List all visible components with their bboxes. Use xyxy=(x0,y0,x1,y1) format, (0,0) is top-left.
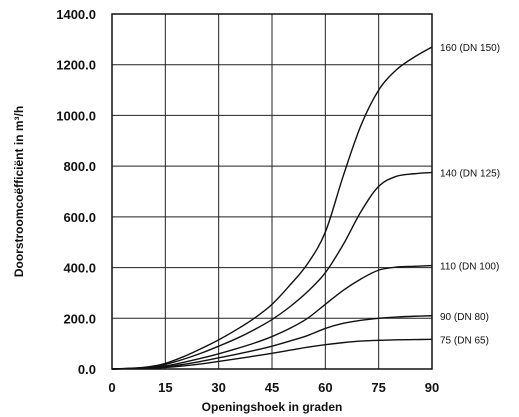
grid xyxy=(111,13,433,370)
series-label: 160 (DN 150) xyxy=(440,43,500,54)
series-line xyxy=(111,46,433,370)
x-axis-title: Openingshoek in graden xyxy=(202,400,343,414)
y-tick-label: 1200.0 xyxy=(56,58,96,73)
y-tick-label: 400.0 xyxy=(63,261,96,276)
y-tick-label: 200.0 xyxy=(63,311,96,326)
series-line xyxy=(111,338,433,370)
series-line xyxy=(111,264,433,370)
series-labels: 160 (DN 150) 140 (DN 125) 110 (DN 100) 90 (… xyxy=(440,43,500,346)
x-axis: 0 15 30 45 60 75 90 xyxy=(108,380,439,395)
x-tick-label: 45 xyxy=(265,380,279,395)
series-line xyxy=(111,171,433,370)
series-label: 75 (DN 65) xyxy=(440,335,489,346)
x-tick-label: 90 xyxy=(425,380,439,395)
y-axis: 0.0 200.0 400.0 600.0 800.0 1000.0 1200.0 1400.… xyxy=(56,7,96,377)
y-tick-label: 800.0 xyxy=(63,159,96,174)
y-tick-label: 0.0 xyxy=(78,362,96,377)
series-label: 140 (DN 125) xyxy=(440,168,500,179)
y-tick-label: 1000.0 xyxy=(56,108,96,123)
series-label: 90 (DN 80) xyxy=(440,312,489,323)
series-label: 110 (DN 100) xyxy=(440,262,499,273)
x-tick-label: 60 xyxy=(318,380,332,395)
x-tick-label: 0 xyxy=(108,380,115,395)
x-tick-label: 30 xyxy=(211,380,225,395)
x-tick-label: 75 xyxy=(371,380,385,395)
x-tick-label: 15 xyxy=(158,380,172,395)
y-axis-title: Doorstroomcoëfficiënt in m³/h xyxy=(12,106,26,277)
y-tick-label: 1400.0 xyxy=(56,7,96,22)
plot-frame xyxy=(111,13,433,370)
series-lines xyxy=(111,46,433,370)
y-tick-label: 600.0 xyxy=(63,210,96,225)
